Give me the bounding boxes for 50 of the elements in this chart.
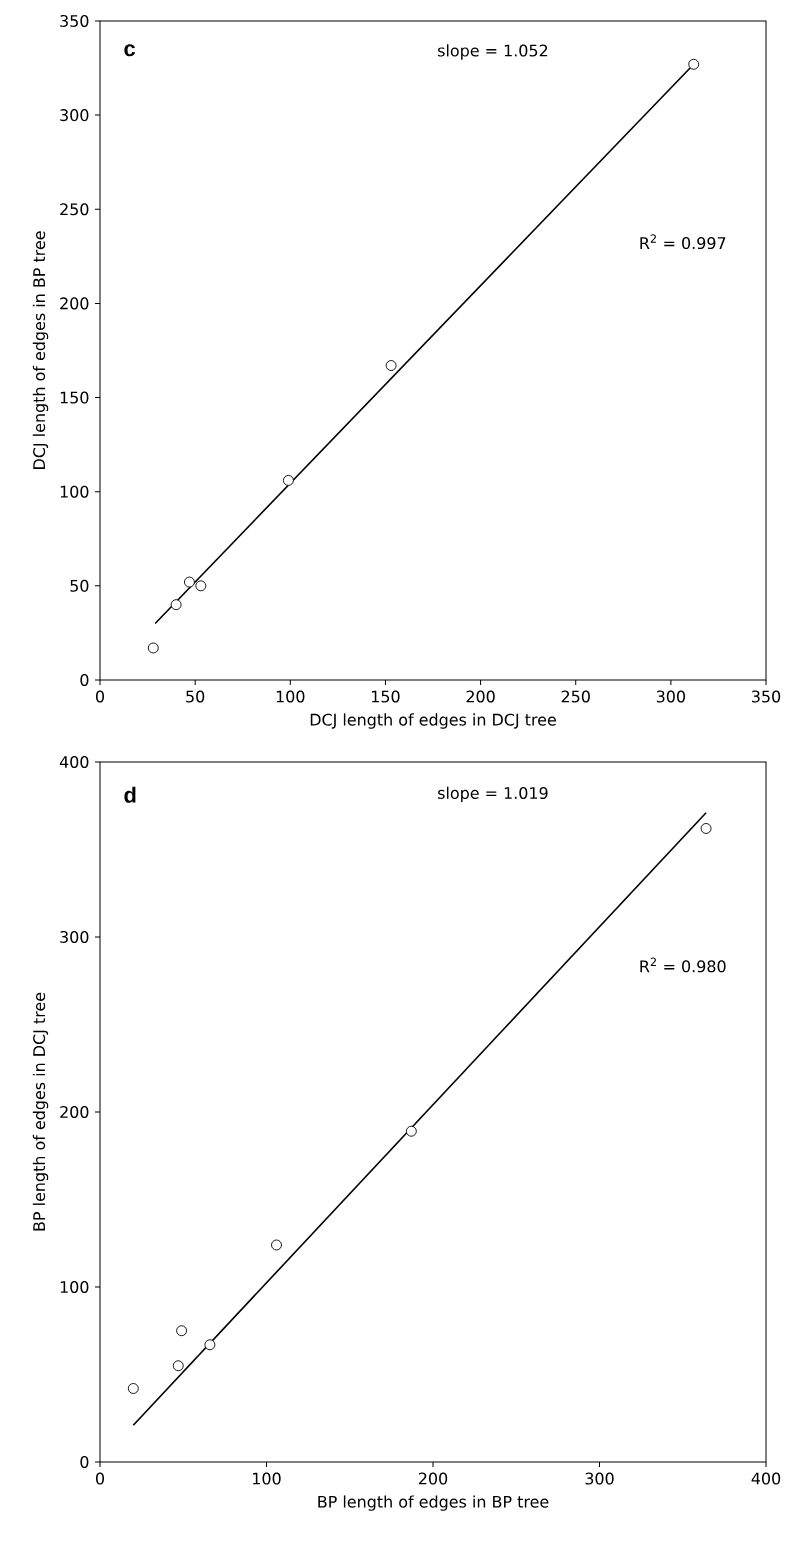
y-tick-label: 400: [59, 755, 89, 768]
annotation: slope = 1.019: [438, 786, 548, 803]
point: [271, 1239, 282, 1251]
point: [172, 1360, 184, 1372]
y-tick-label: 300: [60, 109, 89, 122]
point: [147, 642, 159, 654]
x-axis-title: BP length of edges in BP tree: [318, 1495, 549, 1511]
y-axis-title: DCJ length of edges in BP tree: [32, 231, 49, 469]
y-axis-title: BP length of edges in DCJ tree: [32, 992, 49, 1231]
point: [405, 1125, 417, 1137]
x-tick-label: 150: [371, 690, 400, 703]
y-tick-label: 200: [60, 297, 89, 310]
point: [282, 474, 294, 486]
y-tick-label: 0: [80, 1455, 89, 1469]
point: [195, 580, 207, 592]
y-tick-label: 100: [60, 485, 89, 498]
y-tick-label: 350: [60, 14, 89, 27]
y-tick-label: 50: [70, 579, 89, 592]
x-tick-label: 0: [95, 690, 105, 703]
point: [170, 599, 182, 611]
point: [127, 1383, 139, 1394]
point: [385, 360, 397, 371]
y-tick-label: 0: [80, 673, 89, 686]
y-tick-label: 100: [60, 1280, 89, 1294]
annotation: c: [124, 44, 136, 57]
x-tick-label: 200: [466, 690, 495, 703]
point: [183, 576, 195, 588]
x-tick-label: 0: [95, 1472, 105, 1485]
annotation: d: [124, 786, 136, 803]
x-tick-label: 100: [276, 690, 305, 703]
x-tick-label: 350: [752, 690, 781, 703]
point: [176, 1325, 188, 1337]
y-tick-label: 150: [60, 391, 89, 404]
annotation: R$^{2}$ = 0.997: [640, 234, 726, 250]
annotation: R$^{2}$ = 0.980: [640, 957, 726, 973]
y-tick-label: 250: [60, 203, 89, 216]
y-tick-label: 300: [60, 930, 89, 944]
y-tick-label: 200: [60, 1105, 89, 1119]
x-tick-label: 50: [186, 690, 205, 703]
x-axis-title: DCJ length of edges in DCJ tree: [310, 713, 556, 729]
x-tick-label: 300: [656, 690, 686, 703]
point: [204, 1339, 216, 1351]
x-tick-label: 250: [561, 690, 590, 703]
x-tick-label: 400: [751, 1472, 781, 1485]
point: [688, 58, 700, 70]
point: [700, 823, 712, 834]
annotation: slope = 1.052: [438, 44, 548, 60]
x-tick-label: 100: [253, 1472, 281, 1485]
x-tick-label: 200: [418, 1472, 448, 1485]
x-tick-label: 300: [585, 1472, 614, 1485]
